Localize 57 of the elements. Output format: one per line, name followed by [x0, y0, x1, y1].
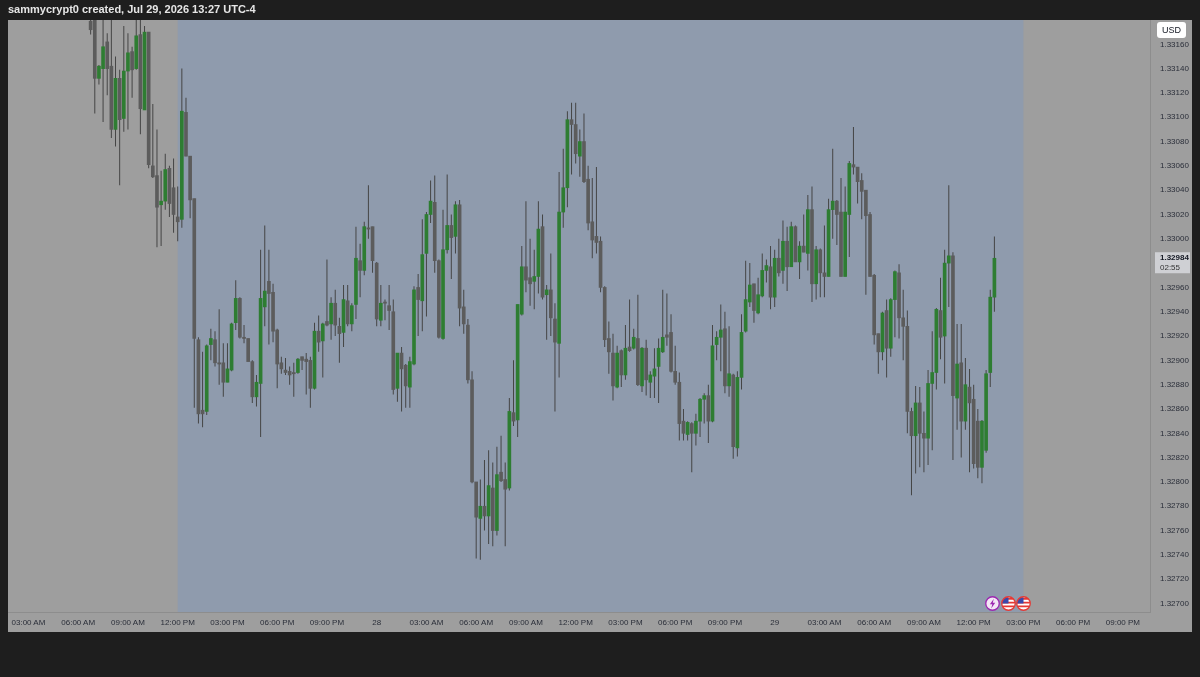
y-tick-label: 1.33040 — [1160, 185, 1190, 195]
candlestick — [569, 102, 574, 175]
candlestick — [159, 170, 163, 247]
x-tick-label: 09:00 AM — [907, 618, 942, 627]
y-tick-label: 1.32740 — [1160, 550, 1190, 560]
y-tick-label: 1.33000 — [1160, 234, 1190, 244]
text: 02:55 — [1160, 263, 1181, 273]
x-tick-label: 03:00 PM — [1006, 618, 1041, 627]
y-tick-label: 1.33140 — [1160, 63, 1190, 73]
y-tick-label: 1.32900 — [1160, 355, 1190, 365]
x-tick-label: 03:00 PM — [210, 618, 245, 627]
y-tick-label: 1.32984 — [1160, 253, 1190, 263]
y-tick-label: 1.32840 — [1160, 428, 1190, 438]
x-tick-label: 28 — [372, 618, 382, 627]
y-tick-label: 1.32820 — [1160, 452, 1190, 462]
y-axis-title: USD — [1157, 22, 1186, 38]
y-tick-label: 1.32720 — [1160, 574, 1190, 584]
y-tick-label: 1.32920 — [1160, 331, 1190, 341]
x-tick-label: 03:00 AM — [11, 618, 46, 627]
candlestick — [528, 238, 532, 306]
y-tick-label: 1.33100 — [1160, 112, 1190, 122]
x-tick-label: 06:00 AM — [857, 618, 892, 627]
y-tick-label: 1.33020 — [1160, 209, 1190, 219]
y-tick-label: 1.32700 — [1160, 598, 1190, 608]
x-tick-label: 03:00 PM — [608, 618, 643, 627]
candlestick — [325, 259, 329, 327]
x-tick-label: 09:00 PM — [309, 618, 345, 627]
x-tick-label: 09:00 AM — [111, 618, 146, 627]
x-tick-label: 03:00 AM — [409, 618, 444, 627]
x-tick-label: 09:00 PM — [1105, 618, 1141, 627]
x-tick-label: 06:00 AM — [61, 618, 96, 627]
x-tick-label: 12:00 PM — [956, 618, 992, 627]
y-tick-label: 1.32860 — [1160, 404, 1190, 414]
x-tick-label: 12:00 PM — [558, 618, 594, 627]
y-tick-label: 1.33160 — [1160, 39, 1190, 49]
x-tick-label: 06:00 PM — [260, 618, 295, 627]
x-tick-label: 06:00 PM — [658, 618, 693, 627]
x-tick-label: 12:00 PM — [160, 618, 196, 627]
y-tick-label: 1.33080 — [1160, 136, 1190, 146]
y-tick-label: 1.33060 — [1160, 161, 1190, 171]
x-tick-label: 09:00 AM — [509, 618, 544, 627]
y-tick-label: 1.32780 — [1160, 501, 1190, 511]
candlestick — [946, 185, 951, 307]
chart-title: sammycrypt0 created, Jul 29, 2026 13:27 UTC-4 — [8, 3, 256, 16]
y-tick-label: 1.33120 — [1160, 88, 1190, 98]
y-tick-label: 1.32960 — [1160, 282, 1190, 292]
candlestick — [304, 353, 309, 395]
candlestick — [217, 309, 221, 385]
x-tick-label: 29 — [770, 618, 780, 627]
y-tick-label: 1.32760 — [1160, 525, 1190, 535]
y-tick-label: 1.32940 — [1160, 306, 1190, 316]
x-tick-label: 06:00 AM — [459, 618, 494, 627]
y-tick-label: 1.32800 — [1160, 477, 1190, 487]
x-tick-label: 09:00 PM — [707, 618, 743, 627]
y-tick-label: 1.32880 — [1160, 379, 1190, 389]
x-tick-label: 03:00 AM — [807, 618, 842, 627]
x-tick-label: 06:00 PM — [1056, 618, 1091, 627]
